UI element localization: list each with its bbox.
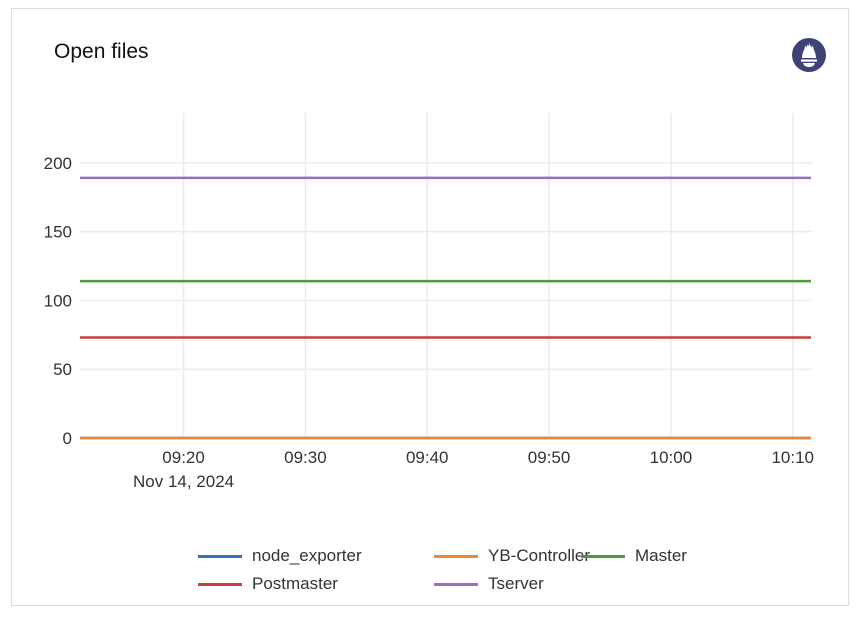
legend-item[interactable]: Postmaster [198, 574, 338, 594]
legend-item[interactable]: Tserver [434, 574, 544, 594]
legend-label: node_exporter [252, 546, 362, 565]
panel-title: Open files [54, 40, 149, 63]
legend-swatch [434, 554, 478, 558]
x-date-label: Nov 14, 2024 [133, 472, 234, 491]
prometheus-icon[interactable] [792, 38, 826, 72]
legend-item[interactable]: YB-Controller [434, 546, 590, 566]
x-tick-label: 10:00 [650, 448, 693, 467]
x-tick-label: 09:40 [406, 448, 449, 467]
x-tick-label: 09:50 [528, 448, 571, 467]
y-tick-label: 100 [44, 291, 72, 310]
legend-label: Master [635, 546, 687, 565]
y-tick-label: 50 [53, 360, 72, 379]
x-tick-label: 09:20 [162, 448, 205, 467]
y-tick-label: 0 [63, 429, 72, 448]
legend-label: Tserver [488, 574, 544, 593]
x-tick-label: 09:30 [284, 448, 327, 467]
legend-label: Postmaster [252, 574, 338, 593]
y-tick-label: 200 [44, 154, 72, 173]
legend-swatch [198, 582, 242, 586]
legend-item[interactable]: Master [581, 546, 687, 566]
legend-swatch [434, 582, 478, 586]
legend-item[interactable]: node_exporter [198, 546, 362, 566]
chart-panel [11, 8, 849, 606]
y-tick-label: 150 [44, 223, 72, 242]
x-tick-label: 10:10 [771, 448, 814, 467]
legend-swatch [581, 554, 625, 558]
legend-label: YB-Controller [488, 546, 591, 565]
legend-swatch [198, 554, 242, 558]
